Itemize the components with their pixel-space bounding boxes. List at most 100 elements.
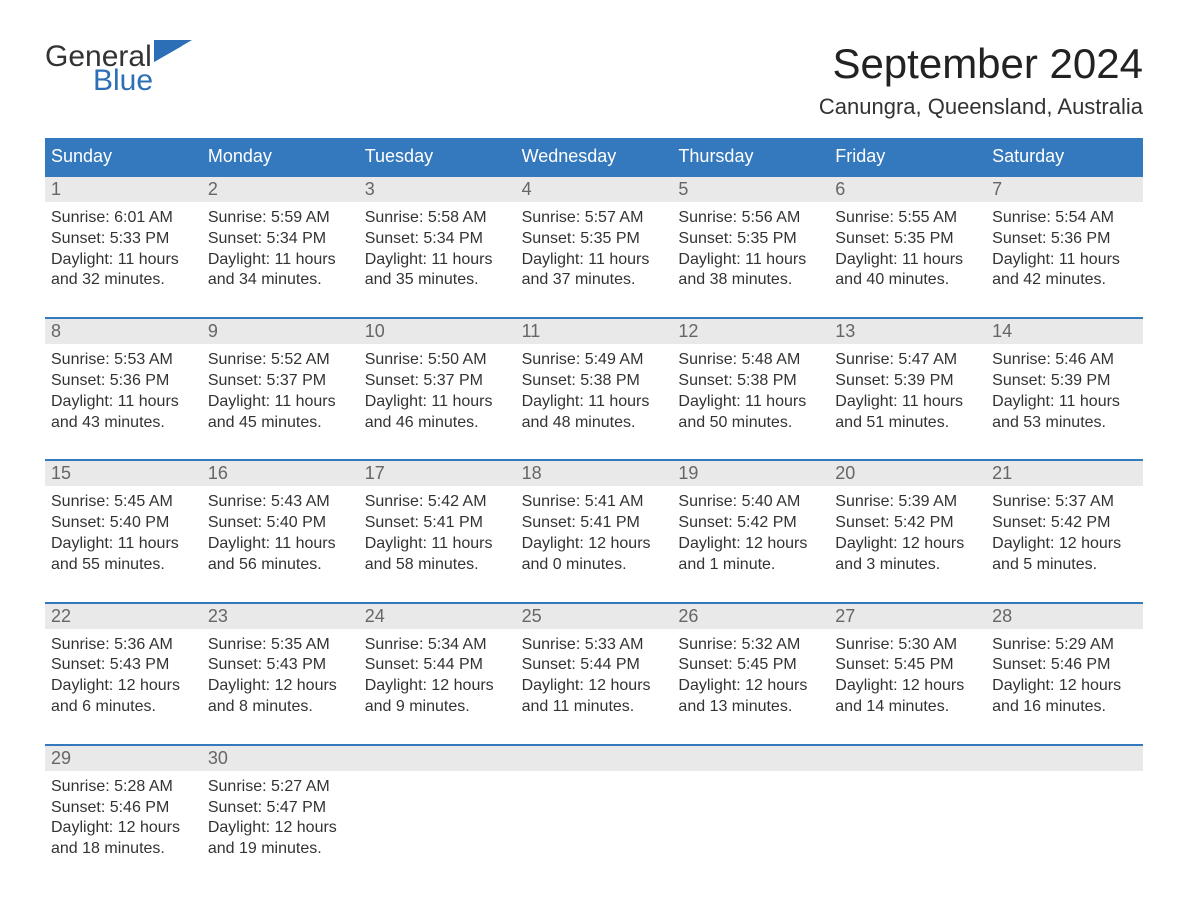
day-cell: 21Sunrise: 5:37 AMSunset: 5:42 PMDayligh… <box>986 459 1143 575</box>
weekday-header: Tuesday <box>359 138 516 175</box>
sunset-text: Sunset: 5:42 PM <box>992 513 1137 534</box>
daylight-text: Daylight: 11 hours and 43 minutes. <box>51 392 196 434</box>
day-body: Sunrise: 5:45 AMSunset: 5:40 PMDaylight:… <box>45 486 202 575</box>
day-number: 6 <box>829 177 986 202</box>
day-number: 20 <box>829 461 986 486</box>
sunset-text: Sunset: 5:35 PM <box>835 229 980 250</box>
sunrise-text: Sunrise: 5:40 AM <box>678 492 823 513</box>
sunrise-text: Sunrise: 5:49 AM <box>522 350 667 371</box>
sunrise-text: Sunrise: 5:58 AM <box>365 208 510 229</box>
sunrise-text: Sunrise: 5:43 AM <box>208 492 353 513</box>
daylight-text: Daylight: 11 hours and 38 minutes. <box>678 250 823 292</box>
weekday-header: Saturday <box>986 138 1143 175</box>
day-body: Sunrise: 5:41 AMSunset: 5:41 PMDaylight:… <box>516 486 673 575</box>
daylight-text: Daylight: 11 hours and 53 minutes. <box>992 392 1137 434</box>
daylight-text: Daylight: 11 hours and 58 minutes. <box>365 534 510 576</box>
daylight-text: Daylight: 11 hours and 35 minutes. <box>365 250 510 292</box>
daylight-text: Daylight: 12 hours and 18 minutes. <box>51 818 196 860</box>
day-number: 1 <box>45 177 202 202</box>
month-title: September 2024 <box>819 40 1143 88</box>
daylight-text: Daylight: 12 hours and 11 minutes. <box>522 676 667 718</box>
day-number: 5 <box>672 177 829 202</box>
daylight-text: Daylight: 12 hours and 3 minutes. <box>835 534 980 576</box>
day-cell: 11Sunrise: 5:49 AMSunset: 5:38 PMDayligh… <box>516 317 673 433</box>
day-number-empty <box>829 746 986 771</box>
day-number: 24 <box>359 604 516 629</box>
daylight-text: Daylight: 11 hours and 37 minutes. <box>522 250 667 292</box>
calendar-page: General Blue September 2024 Canungra, Qu… <box>0 0 1188 900</box>
week-row: 1Sunrise: 6:01 AMSunset: 5:33 PMDaylight… <box>45 175 1143 291</box>
day-cell <box>672 744 829 860</box>
day-cell: 9Sunrise: 5:52 AMSunset: 5:37 PMDaylight… <box>202 317 359 433</box>
day-body: Sunrise: 5:32 AMSunset: 5:45 PMDaylight:… <box>672 629 829 718</box>
day-number-empty <box>359 746 516 771</box>
sunset-text: Sunset: 5:42 PM <box>678 513 823 534</box>
day-number-empty <box>986 746 1143 771</box>
day-number: 29 <box>45 746 202 771</box>
day-body: Sunrise: 5:46 AMSunset: 5:39 PMDaylight:… <box>986 344 1143 433</box>
day-cell: 22Sunrise: 5:36 AMSunset: 5:43 PMDayligh… <box>45 602 202 718</box>
sunset-text: Sunset: 5:34 PM <box>208 229 353 250</box>
day-number: 28 <box>986 604 1143 629</box>
day-number: 16 <box>202 461 359 486</box>
day-number: 10 <box>359 319 516 344</box>
sunrise-text: Sunrise: 5:46 AM <box>992 350 1137 371</box>
flag-icon <box>154 40 192 66</box>
daylight-text: Daylight: 11 hours and 32 minutes. <box>51 250 196 292</box>
day-cell: 8Sunrise: 5:53 AMSunset: 5:36 PMDaylight… <box>45 317 202 433</box>
day-number: 2 <box>202 177 359 202</box>
day-number: 30 <box>202 746 359 771</box>
sunrise-text: Sunrise: 5:34 AM <box>365 635 510 656</box>
day-number: 15 <box>45 461 202 486</box>
sunset-text: Sunset: 5:35 PM <box>522 229 667 250</box>
sunrise-text: Sunrise: 5:32 AM <box>678 635 823 656</box>
sunrise-text: Sunrise: 5:41 AM <box>522 492 667 513</box>
day-number: 13 <box>829 319 986 344</box>
week-row: 22Sunrise: 5:36 AMSunset: 5:43 PMDayligh… <box>45 602 1143 718</box>
daylight-text: Daylight: 11 hours and 51 minutes. <box>835 392 980 434</box>
day-cell <box>359 744 516 860</box>
sunset-text: Sunset: 5:36 PM <box>51 371 196 392</box>
day-cell: 13Sunrise: 5:47 AMSunset: 5:39 PMDayligh… <box>829 317 986 433</box>
sunset-text: Sunset: 5:42 PM <box>835 513 980 534</box>
daylight-text: Daylight: 12 hours and 19 minutes. <box>208 818 353 860</box>
day-cell: 17Sunrise: 5:42 AMSunset: 5:41 PMDayligh… <box>359 459 516 575</box>
sunrise-text: Sunrise: 5:27 AM <box>208 777 353 798</box>
day-body: Sunrise: 5:48 AMSunset: 5:38 PMDaylight:… <box>672 344 829 433</box>
day-body: Sunrise: 5:37 AMSunset: 5:42 PMDaylight:… <box>986 486 1143 575</box>
day-number: 9 <box>202 319 359 344</box>
sunrise-text: Sunrise: 5:53 AM <box>51 350 196 371</box>
day-cell <box>516 744 673 860</box>
day-body: Sunrise: 5:34 AMSunset: 5:44 PMDaylight:… <box>359 629 516 718</box>
day-body: Sunrise: 5:50 AMSunset: 5:37 PMDaylight:… <box>359 344 516 433</box>
sunrise-text: Sunrise: 5:55 AM <box>835 208 980 229</box>
daylight-text: Daylight: 12 hours and 16 minutes. <box>992 676 1137 718</box>
sunset-text: Sunset: 5:40 PM <box>51 513 196 534</box>
day-cell: 3Sunrise: 5:58 AMSunset: 5:34 PMDaylight… <box>359 175 516 291</box>
day-body: Sunrise: 5:36 AMSunset: 5:43 PMDaylight:… <box>45 629 202 718</box>
daylight-text: Daylight: 11 hours and 50 minutes. <box>678 392 823 434</box>
day-body: Sunrise: 5:30 AMSunset: 5:45 PMDaylight:… <box>829 629 986 718</box>
day-body: Sunrise: 5:35 AMSunset: 5:43 PMDaylight:… <box>202 629 359 718</box>
day-number: 23 <box>202 604 359 629</box>
sunset-text: Sunset: 5:37 PM <box>208 371 353 392</box>
sunset-text: Sunset: 5:40 PM <box>208 513 353 534</box>
sunrise-text: Sunrise: 5:54 AM <box>992 208 1137 229</box>
day-number-empty <box>672 746 829 771</box>
sunset-text: Sunset: 5:47 PM <box>208 798 353 819</box>
sunset-text: Sunset: 5:43 PM <box>51 655 196 676</box>
day-cell: 1Sunrise: 6:01 AMSunset: 5:33 PMDaylight… <box>45 175 202 291</box>
weekday-header: Monday <box>202 138 359 175</box>
sunset-text: Sunset: 5:37 PM <box>365 371 510 392</box>
sunset-text: Sunset: 5:36 PM <box>992 229 1137 250</box>
week-row: 29Sunrise: 5:28 AMSunset: 5:46 PMDayligh… <box>45 744 1143 860</box>
sunrise-text: Sunrise: 6:01 AM <box>51 208 196 229</box>
day-cell: 30 Sunrise: 5:27 AMSunset: 5:47 PMDayligh… <box>202 744 359 860</box>
day-number: 7 <box>986 177 1143 202</box>
week-row: 8Sunrise: 5:53 AMSunset: 5:36 PMDaylight… <box>45 317 1143 433</box>
sunrise-text: Sunrise: 5:30 AM <box>835 635 980 656</box>
day-number: 3 <box>359 177 516 202</box>
day-cell: 16Sunrise: 5:43 AMSunset: 5:40 PMDayligh… <box>202 459 359 575</box>
sunrise-text: Sunrise: 5:33 AM <box>522 635 667 656</box>
day-cell <box>829 744 986 860</box>
